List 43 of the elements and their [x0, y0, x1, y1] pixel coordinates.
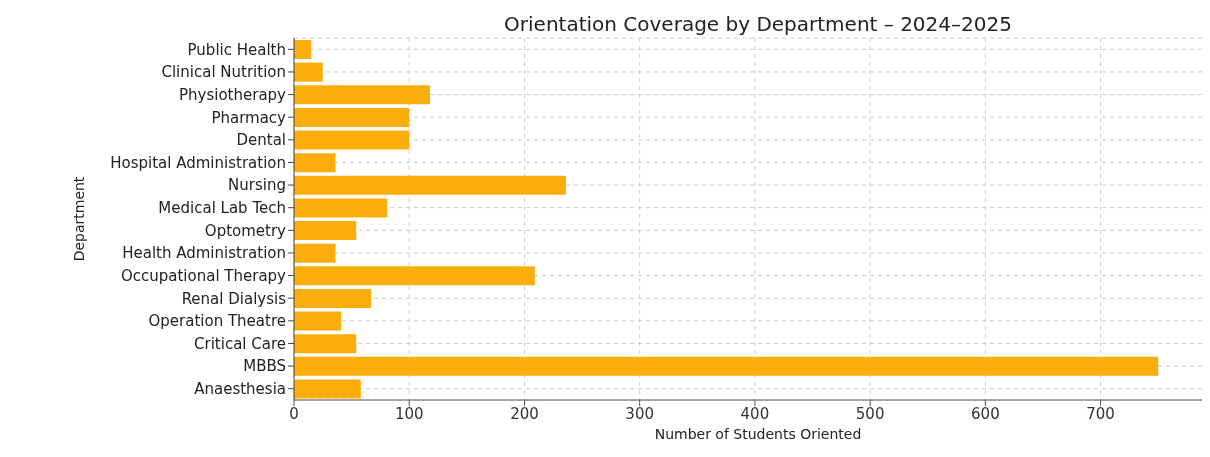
y-tick-label: Critical Care — [194, 334, 286, 353]
x-tick-label: 300 — [625, 404, 655, 423]
bar — [294, 221, 357, 240]
y-tick-label: Pharmacy — [211, 108, 287, 127]
y-tick-label: Anaesthesia — [194, 380, 286, 399]
y-tick-label: Renal Dialysis — [181, 289, 287, 308]
bar — [294, 175, 566, 195]
y-tick-label: Health Administration — [122, 244, 286, 263]
y-tick-label: MBBS — [243, 357, 286, 376]
bar — [294, 153, 336, 173]
chart-title: Orientation Coverage by Department – 2024–2025 — [503, 12, 1013, 36]
y-tick-label: Dental — [236, 131, 286, 150]
x-tick-label: 400 — [740, 404, 770, 423]
bar — [294, 356, 1159, 376]
y-tick-label: Medical Lab Tech — [158, 199, 286, 218]
bar — [294, 243, 336, 263]
y-tick-label: Operation Theatre — [148, 312, 286, 331]
y-tick-label: Occupational Therapy — [120, 266, 287, 285]
bar — [294, 62, 323, 82]
y-tick-label: Optometry — [204, 221, 287, 240]
y-axis-title: Department — [70, 176, 87, 262]
y-tick-label: Nursing — [228, 176, 286, 195]
x-tick-label: 200 — [510, 404, 539, 423]
x-tick-label: 500 — [855, 404, 885, 423]
bar — [294, 334, 357, 354]
bar — [294, 379, 361, 399]
bar — [294, 288, 372, 308]
bar — [294, 40, 312, 59]
x-tick-label: 100 — [394, 404, 424, 423]
y-tick-label: Physiotherapy — [179, 85, 287, 104]
bar — [294, 266, 535, 286]
x-tick-label: 0 — [289, 404, 299, 423]
bar — [294, 311, 342, 331]
y-tick-label: Hospital Administration — [110, 153, 286, 172]
x-axis-title: Number of Students Oriented — [653, 426, 863, 442]
x-tick-label: 700 — [1086, 404, 1115, 423]
bar — [294, 198, 388, 218]
y-tick-label: Clinical Nutrition — [161, 63, 286, 82]
bar — [294, 130, 410, 150]
y-tick-label: Public Health — [187, 40, 286, 59]
x-tick-label: 600 — [971, 404, 1000, 423]
bar — [294, 107, 410, 127]
bar — [294, 85, 430, 105]
